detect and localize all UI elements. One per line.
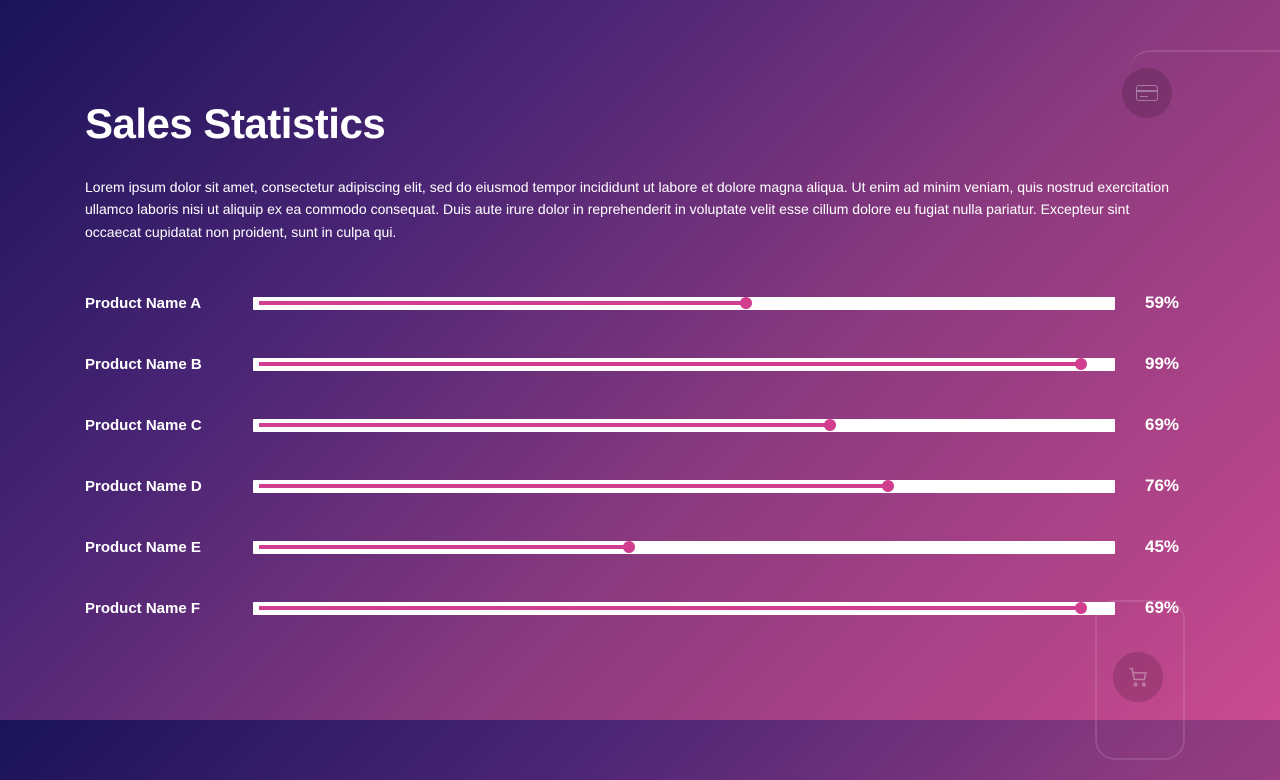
- progress-track: [253, 602, 1115, 615]
- progress-fill: [259, 545, 629, 549]
- progress-handle: [882, 480, 894, 492]
- progress-track: [253, 297, 1115, 310]
- product-value: 45%: [1145, 537, 1195, 557]
- progress-fill: [259, 362, 1081, 366]
- product-label: Product Name B: [85, 356, 223, 373]
- progress-handle: [740, 297, 752, 309]
- product-row: Product Name F69%: [85, 598, 1195, 618]
- product-label: Product Name D: [85, 478, 223, 495]
- product-label: Product Name F: [85, 600, 223, 617]
- page-title: Sales Statistics: [85, 100, 1195, 148]
- progress-track: [253, 541, 1115, 554]
- progress-handle: [1075, 358, 1087, 370]
- progress-fill: [259, 606, 1081, 610]
- progress-track: [253, 358, 1115, 371]
- progress-handle: [623, 541, 635, 553]
- credit-card-icon: [1122, 68, 1172, 118]
- product-row: Product Name D 76%: [85, 476, 1195, 496]
- product-value: 76%: [1145, 476, 1195, 496]
- product-row: Product Name C 69%: [85, 415, 1195, 435]
- product-row: Product Name E 45%: [85, 537, 1195, 557]
- progress-track: [253, 480, 1115, 493]
- progress-handle: [824, 419, 836, 431]
- product-value: 99%: [1145, 354, 1195, 374]
- product-value: 69%: [1145, 415, 1195, 435]
- progress-fill: [259, 423, 830, 427]
- products-list: Product Name A59%Product Name B99%Produc…: [85, 293, 1195, 618]
- product-row: Product Name A 59%: [85, 293, 1195, 313]
- progress-fill: [259, 484, 888, 488]
- product-label: Product Name E: [85, 539, 223, 556]
- product-label: Product Name C: [85, 417, 223, 434]
- progress-track: [253, 419, 1115, 432]
- progress-fill: [259, 301, 746, 305]
- shopping-cart-icon: [1113, 652, 1163, 702]
- product-value: 59%: [1145, 293, 1195, 313]
- description-text: Lorem ipsum dolor sit amet, consectetur …: [85, 176, 1185, 243]
- product-label: Product Name A: [85, 295, 223, 312]
- product-row: Product Name B 99%: [85, 354, 1195, 374]
- slide-container: Sales Statistics Lorem ipsum dolor sit a…: [0, 0, 1280, 618]
